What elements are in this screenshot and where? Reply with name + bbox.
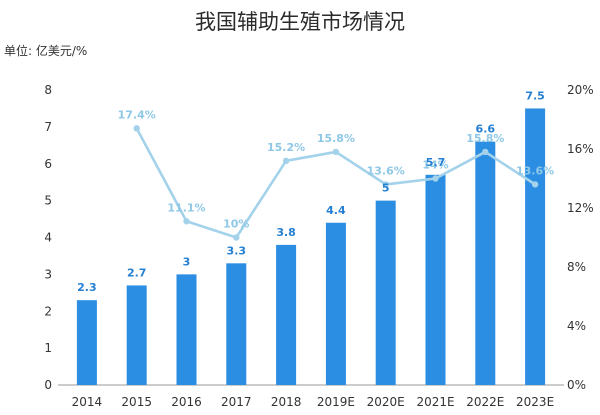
bar-data-label: 3 [183, 255, 191, 268]
line-data-label: 17.4% [118, 108, 156, 121]
line-data-label: 15.8% [466, 132, 504, 145]
line-data-label: 15.2% [267, 141, 305, 154]
line-point [382, 181, 389, 188]
line-data-label: 10% [223, 218, 249, 231]
chart-title: 我国辅助生殖市场情况 [195, 10, 405, 34]
y-right-tick-label: 8% [567, 260, 586, 274]
x-tick-label: 2023E [516, 395, 554, 409]
line-point [482, 148, 489, 156]
y-right-tick-label: 0% [567, 378, 586, 392]
y-right-tick-label: 16% [567, 142, 594, 156]
line-point [133, 125, 140, 132]
x-tick-label: 2018 [271, 395, 302, 409]
y-left-tick-label: 0 [44, 378, 52, 392]
bar-data-label: 3.8 [276, 226, 296, 239]
bar-data-label: 3.3 [227, 244, 247, 257]
bar-data-label: 4.4 [326, 204, 346, 217]
y-right-tick-label: 20% [567, 83, 594, 97]
y-left-tick-label: 8 [44, 83, 52, 97]
x-tick-label: 2021E [416, 395, 454, 409]
bar [176, 274, 197, 385]
y-left-tick-label: 1 [44, 341, 52, 355]
bar [226, 263, 247, 385]
bar-data-label: 2.7 [127, 266, 147, 279]
bar [276, 244, 297, 385]
line-point [233, 234, 240, 241]
y-left-tick-label: 7 [44, 120, 52, 134]
y-left-tick-label: 5 [44, 194, 52, 208]
bar-data-label: 7.5 [525, 89, 545, 102]
x-tick-label: 2022E [466, 395, 504, 409]
line-point [282, 157, 290, 164]
line-data-label: 13.6% [516, 164, 554, 177]
bar [375, 200, 396, 385]
line-data-label: 14% [422, 159, 448, 172]
bar [126, 285, 147, 385]
x-tick-label: 2016 [171, 395, 202, 409]
line-point [332, 148, 340, 156]
x-tick-label: 2015 [121, 395, 152, 409]
x-tick-label: 2017 [221, 395, 252, 409]
y-right-tick-label: 12% [567, 201, 594, 215]
y-left-tick-label: 4 [44, 231, 52, 245]
x-tick-label: 2014 [72, 395, 103, 409]
bar [76, 300, 97, 385]
line-point [432, 175, 439, 182]
bar-data-label: 6.6 [476, 123, 496, 136]
y-right-tick-label: 4% [567, 319, 586, 333]
line-point [183, 218, 190, 225]
line-data-label: 11.1% [167, 201, 205, 214]
unit-label: 单位: 亿美元/% [4, 44, 88, 58]
line-data-label: 15.8% [317, 132, 355, 145]
y-left-tick-label: 6 [44, 157, 52, 171]
bar [525, 108, 546, 385]
bar [425, 174, 446, 385]
bar-data-label: 2.3 [77, 281, 97, 294]
y-left-tick-label: 2 [44, 304, 52, 318]
bar [475, 141, 496, 385]
bar [325, 222, 346, 385]
x-tick-label: 2020E [367, 395, 405, 409]
line-point [531, 181, 539, 188]
bar-data-label: 5 [382, 182, 390, 195]
line-data-label: 13.6% [367, 164, 405, 177]
x-tick-label: 2019E [317, 395, 355, 409]
y-left-tick-label: 3 [44, 267, 52, 281]
bar-data-label: 5.7 [426, 156, 446, 169]
